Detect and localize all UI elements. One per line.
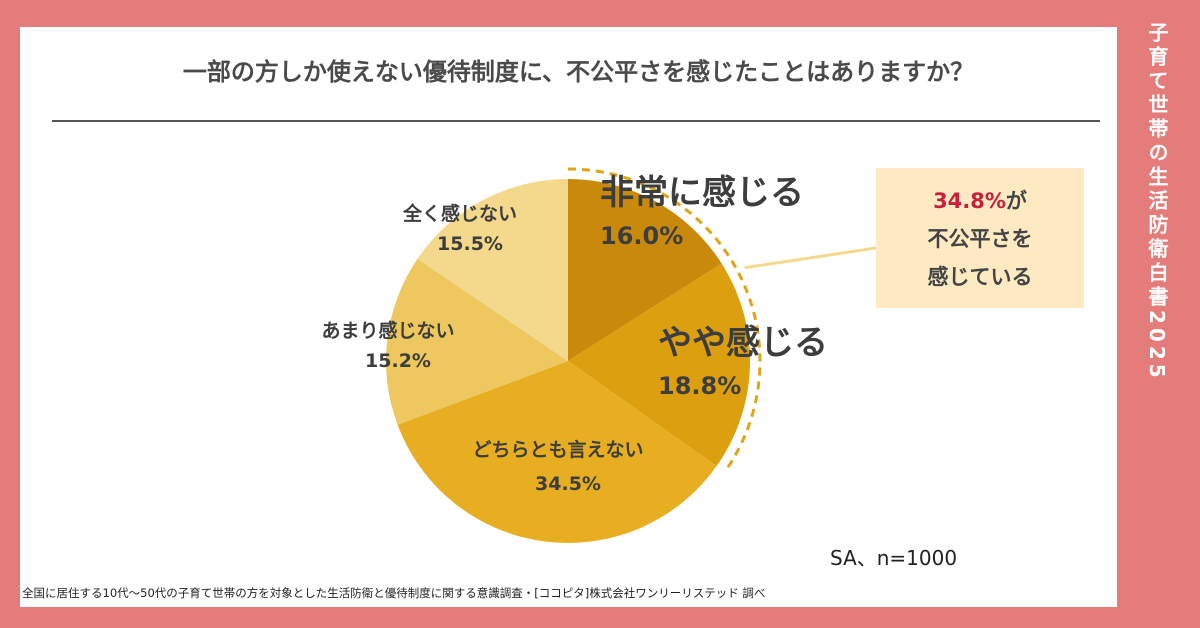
side-title: 子育て世帯の生活防衛白書2025 [1145, 22, 1169, 382]
chart-title: 一部の方しか使えない優待制度に、不公平さを感じたことはありますか？ [182, 58, 975, 86]
title-divider [52, 120, 1100, 122]
callout-box: 34.8%が 不公平さを 感じている [876, 168, 1084, 308]
slice-value-label: 15.5% [437, 233, 503, 255]
slice-label: 全く感じない [402, 202, 517, 225]
slice-value-label: 34.5% [535, 473, 601, 495]
pie-slice [386, 258, 568, 425]
callout-connector [744, 246, 877, 270]
pie-slice [568, 179, 722, 361]
callout-line3: 感じている [927, 265, 1033, 289]
slice-label: あまり感じない [321, 319, 454, 342]
pie-slice [568, 263, 750, 467]
callout-suffix: が [1005, 189, 1027, 213]
source-note: 全国に居住する10代〜50代の子育て世帯の方を対象とした生活防衛と優待制度に関す… [22, 586, 766, 600]
slice-value-label: 16.0% [600, 222, 683, 250]
slice-value-label: 15.2% [365, 350, 431, 372]
highlight-dashed-arc [567, 167, 762, 473]
callout-line2: 不公平さを [927, 227, 1033, 251]
slice-label: どちらとも言えない [472, 438, 643, 461]
pie-slice [397, 361, 717, 543]
pie-slice [417, 179, 568, 361]
callout-value: 34.8% [933, 189, 1006, 213]
slice-label: 非常に感じる [600, 173, 804, 213]
slice-label: やや感じる [658, 323, 828, 363]
sample-note: SA、n=1000 [830, 546, 958, 570]
slice-value-label: 18.8% [658, 372, 741, 400]
